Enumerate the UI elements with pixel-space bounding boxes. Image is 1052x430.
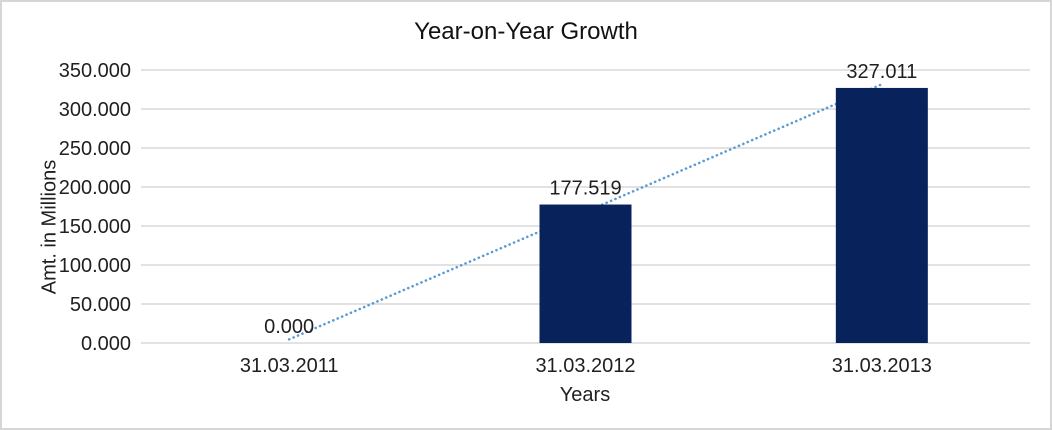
x-category-label: 31.03.2011 <box>240 355 339 377</box>
bar-data-label: 177.519 <box>549 178 621 200</box>
chart-title: Year-on-Year Growth <box>414 18 638 45</box>
y-tick-label: 200.000 <box>59 177 131 199</box>
y-tick-label: 150.000 <box>59 216 131 238</box>
y-tick-label: 350.000 <box>59 60 131 82</box>
x-category-label: 31.03.2013 <box>832 355 932 377</box>
y-tick-label: 50.000 <box>70 294 131 316</box>
y-tick-label: 0.000 <box>81 333 131 355</box>
bar <box>835 87 928 343</box>
y-tick-label: 250.000 <box>59 138 131 160</box>
y-tick-label: 100.000 <box>59 255 131 277</box>
x-category-label: 31.03.2012 <box>535 355 635 377</box>
y-tick-label: 300.000 <box>59 99 131 121</box>
bar <box>539 204 632 343</box>
x-axis-title: Years <box>559 384 611 406</box>
bar-data-label: 327.011 <box>846 61 917 83</box>
bar-data-label: 0.000 <box>264 316 314 338</box>
